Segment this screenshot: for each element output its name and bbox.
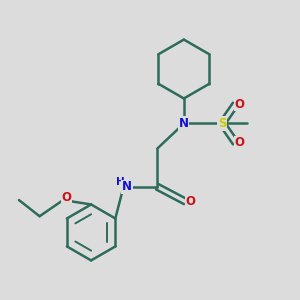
- Text: O: O: [235, 98, 245, 111]
- Text: O: O: [62, 191, 72, 204]
- Text: O: O: [235, 136, 245, 149]
- Text: H: H: [116, 177, 125, 188]
- Text: S: S: [218, 117, 226, 130]
- Text: N: N: [179, 117, 189, 130]
- Text: O: O: [186, 195, 196, 208]
- Text: N: N: [122, 180, 132, 193]
